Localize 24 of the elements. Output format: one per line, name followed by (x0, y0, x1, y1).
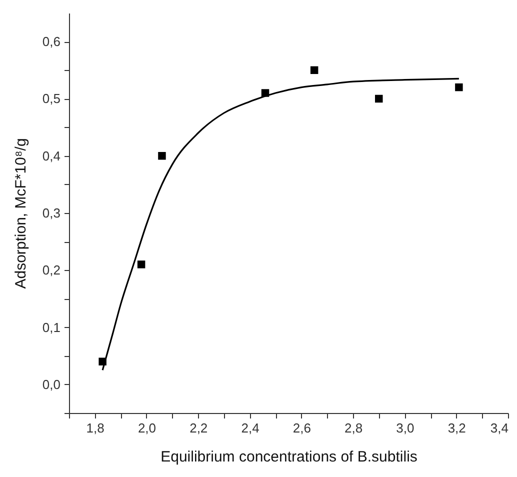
y-tick-label: 0,1 (42, 320, 60, 335)
x-tick-label: 2,6 (292, 420, 311, 436)
y-tick-label: 0,4 (42, 148, 60, 164)
x-tick-label: 2,4 (241, 420, 260, 436)
x-axis-title: Equilibrium concentrations of B.subtilis (160, 448, 418, 466)
y-tick-label: 0,0 (42, 376, 60, 392)
point (310, 66, 318, 74)
x-tick-label: 3,2 (448, 420, 466, 436)
point (455, 83, 463, 92)
x-tick-label: 3,4 (490, 420, 508, 436)
x-tick-label: 2,0 (138, 420, 156, 436)
y-tick-label: 0,3 (42, 206, 60, 220)
x-tick-label: 2,2 (190, 420, 208, 436)
line-series (102, 78, 460, 371)
point (375, 94, 383, 103)
y-tick-label: 0,6 (42, 34, 60, 50)
point (137, 260, 146, 268)
point (158, 152, 166, 160)
y-tick-label: 0,5 (42, 91, 60, 106)
y-tick-label: 0,2 (42, 262, 60, 278)
x-tick-label: 3,0 (396, 420, 414, 436)
y-axis-title: Adsorption, McF*10⁸/g (12, 138, 30, 289)
x-tick-label: 2,8 (344, 420, 363, 436)
x-tick-label: 1,8 (86, 420, 104, 436)
